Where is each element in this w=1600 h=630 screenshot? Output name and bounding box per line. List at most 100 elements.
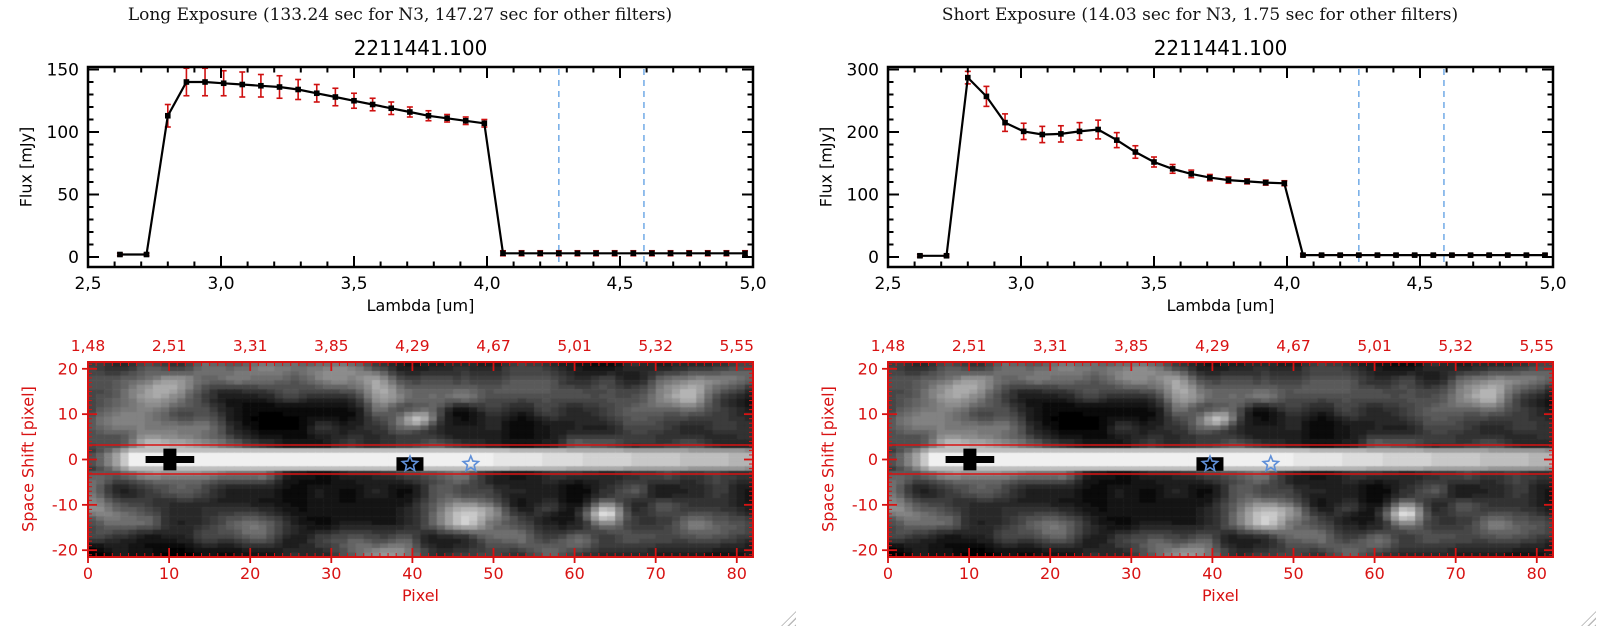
space-tick-label: 0 [68,450,78,469]
error-bars [916,70,1549,258]
data-point [369,101,376,108]
x-tick-label: 4,0 [1273,274,1300,294]
wavelength-tick-label: 3,85 [1114,337,1149,355]
data-point [537,250,543,257]
wavelength-tick-label: 5,55 [1520,337,1555,355]
data-point-markers [117,79,748,258]
data-point [1300,252,1306,258]
data-point [1039,131,1046,138]
data-point [1132,149,1139,155]
data-point [313,90,320,97]
pixel-tick-label: 30 [1121,564,1141,583]
data-point [258,82,264,89]
x-tick-label: 2,5 [874,274,901,294]
pixel-tick-label: 40 [402,564,422,583]
data-point [1076,128,1083,135]
data-point [630,250,637,257]
pixel-tick-label: 80 [727,564,747,583]
window-long-exposure: Long Exposure (133.24 sec for N3, 147.27… [16,5,796,626]
data-point [917,252,923,259]
pixel-axis-label: Pixel [1201,586,1239,605]
x-tick-label: 3,5 [1140,274,1167,294]
data-point [1356,252,1362,258]
wavelength-tick-label: 3,85 [314,337,349,355]
spectrum-tick-labels: 2,5 3,0 3,5 4,0 4,5 5,0 0 50 100 150 [47,61,767,295]
wavelength-guide-lines [1358,69,1445,265]
data-point [388,105,395,112]
data-point [444,115,450,122]
space-tick-label: 10 [858,405,878,424]
space-shift-axis-label: Space Shift [pixel] [818,386,838,532]
data-point [943,252,950,259]
data-point [1225,177,1232,183]
data-point [500,250,506,257]
wavelength-tick-label: 5,32 [1438,337,1473,355]
data-point [1374,252,1381,258]
spectrum-line [119,80,745,256]
resize-grip[interactable] [1581,611,1596,626]
data-point [1095,126,1101,133]
data-point [1151,159,1157,165]
x-tick-label: 5,0 [1539,274,1566,294]
data-point [649,250,655,257]
data-point [667,250,674,257]
space-tick-label: -10 [52,495,78,514]
wavelength-tick-label: 4,29 [1195,337,1230,355]
wavelength-tick-label: 4,67 [476,337,511,355]
y-tick-label: 0 [68,248,79,268]
data-point [276,84,283,90]
data-point [183,79,190,85]
data-point [239,81,246,88]
data-point [462,117,469,124]
data-point [351,97,357,104]
resize-grip[interactable] [781,611,796,626]
window-short-exposure: Short Exposure (14.03 sec for N3, 1.75 s… [800,0,1600,630]
data-point [611,250,618,257]
space-tick-label: -20 [852,541,878,560]
data-point [965,74,971,81]
data-point [1486,252,1492,258]
space-tick-label: 20 [58,359,78,378]
pixel-tick-label: 40 [1202,564,1222,583]
data-point [1523,252,1530,258]
x-tick-label: 4,5 [606,274,633,294]
data-point [556,250,562,257]
data-point [295,86,301,93]
x-tick-label: 5,0 [739,274,766,294]
space-tick-label: 10 [58,405,78,424]
wavelength-tick-label: 3,31 [233,337,268,355]
pixel-tick-label: 0 [883,564,893,583]
x-tick-label: 2,5 [74,274,101,294]
flux-axis-label: Flux [mJy] [16,126,36,208]
data-point [1449,252,1455,258]
pixel-tick-label: 50 [1283,564,1303,583]
space-tick-label: -20 [52,541,78,560]
spectrum-frame [86,65,755,269]
x-tick-label: 3,5 [340,274,367,294]
data-point [1207,174,1213,181]
data-point [1058,131,1064,137]
data-point [332,94,339,100]
flux-axis-label: Flux [mJy] [816,126,836,208]
data-point [1393,252,1399,258]
error-bars [116,67,749,257]
pixel-tick-label: 80 [1527,564,1547,583]
data-point [983,93,990,100]
data-point [1169,166,1176,172]
data-point [425,112,432,119]
data-point [1411,252,1418,258]
wavelength-tick-label: 2,51 [952,337,987,355]
wavelength-tick-label: 4,29 [395,337,430,355]
spectrum-title: 2211441.100 [353,36,488,60]
pixel-tick-label: 10 [959,564,979,583]
lambda-axis-label: Lambda [um] [1166,296,1275,315]
data-point [686,250,692,257]
y-tick-label: 150 [47,61,79,81]
panel-title: Short Exposure (14.03 sec for N3, 1.75 s… [941,5,1459,25]
data-point [593,250,599,257]
space-tick-label: 0 [868,450,878,469]
lambda-axis-label: Lambda [um] [366,296,475,315]
pixel-tick-label: 30 [321,564,341,583]
y-tick-label: 50 [57,186,79,206]
data-point [1113,137,1120,143]
